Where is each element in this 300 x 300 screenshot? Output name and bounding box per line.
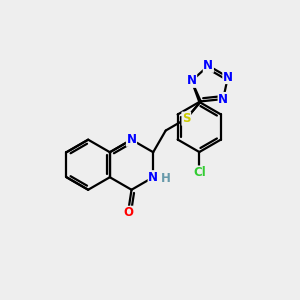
Text: Cl: Cl [193,166,206,179]
Text: S: S [182,112,190,125]
Text: N: N [203,59,213,72]
Text: N: N [127,133,136,146]
Text: N: N [148,171,158,184]
Text: N: N [218,92,228,106]
Text: H: H [160,172,170,185]
Text: O: O [123,206,133,219]
Text: N: N [187,74,196,87]
Text: N: N [223,70,233,83]
